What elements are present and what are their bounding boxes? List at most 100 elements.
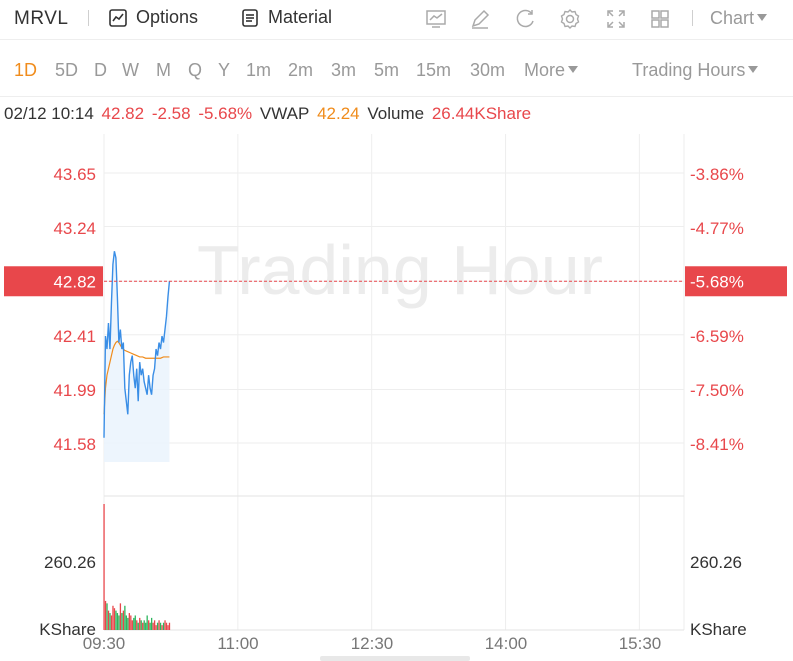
pct-tick-label: -6.59%	[690, 327, 744, 346]
volume-bar	[153, 620, 156, 630]
x-tick-label: 14:00	[485, 634, 528, 653]
tab-5D[interactable]: 5D	[55, 60, 79, 80]
quote-change: -2.58	[151, 104, 191, 123]
volume-bar	[136, 620, 138, 630]
volume-bar	[122, 610, 125, 630]
chart-type-dropdown[interactable]: Chart	[710, 8, 768, 29]
volume-bar	[146, 615, 148, 630]
chevron-down-icon	[748, 65, 759, 73]
current-price-label: 42.82	[53, 272, 96, 291]
indicator-button[interactable]	[424, 7, 448, 31]
pct-tick-label: -3.86%	[690, 165, 744, 184]
current-price-marker	[4, 266, 103, 297]
volume-bar	[127, 617, 129, 630]
volume-bar	[152, 622, 154, 630]
volume-unit-label-right: KShare	[690, 620, 747, 639]
tab-M[interactable]: M	[156, 60, 171, 80]
tab-W[interactable]: W	[122, 60, 139, 80]
volume-bar	[107, 610, 110, 630]
quote-change-pct: -5.68%	[198, 104, 253, 123]
volume-bar	[113, 608, 116, 630]
layout-icon	[651, 10, 669, 28]
volume-bar	[142, 622, 144, 630]
volume-bar	[139, 617, 141, 630]
tab-5m[interactable]: 5m	[374, 60, 400, 80]
chart-watermark: Trading Hour	[197, 231, 603, 309]
tab-15m[interactable]: 15m	[416, 60, 452, 80]
chart-type-label: Chart	[710, 8, 755, 28]
volume-bar	[119, 603, 122, 630]
pct-tick-label: -7.50%	[690, 381, 744, 400]
volume-bar	[164, 620, 166, 630]
volume-bar	[116, 613, 119, 630]
period-tabs: 1D 5D D W M Q Y 1m 2m 3m 5m 15m 30m More…	[0, 52, 793, 90]
volume-value: 26.44KShare	[431, 104, 532, 123]
current-pct-label: -5.68%	[690, 272, 744, 291]
tab-D[interactable]: D	[94, 60, 107, 80]
volume-bar	[156, 622, 159, 630]
volume-bar	[148, 620, 150, 630]
x-tick-label: 11:00	[217, 634, 258, 653]
tab-3m[interactable]: 3m	[331, 60, 357, 80]
tab-1m[interactable]: 1m	[246, 60, 272, 80]
material-button[interactable]: Material	[240, 7, 332, 28]
volume-bar	[104, 600, 107, 630]
volume-bar	[106, 603, 108, 630]
more-dropdown[interactable]: More	[524, 60, 579, 81]
y-tick-label: 43.65	[53, 165, 96, 184]
x-tick-label: 09:30	[83, 634, 126, 653]
ticker-symbol: MRVL	[14, 8, 69, 29]
volume-bar	[167, 625, 169, 630]
draw-button[interactable]	[468, 7, 492, 31]
trading-hours-label: Trading Hours	[632, 60, 746, 80]
volume-bar	[145, 622, 147, 630]
volume-bar	[137, 622, 139, 630]
y-tick-label: 41.99	[53, 381, 96, 400]
volume-bar	[118, 615, 120, 630]
options-button[interactable]: Options	[108, 7, 198, 28]
trading-hours-dropdown[interactable]: Trading Hours	[632, 60, 759, 81]
price-line	[103, 251, 171, 438]
volume-bar	[103, 504, 105, 630]
volume-bar	[155, 625, 157, 630]
volume-bar	[150, 617, 153, 630]
tab-Q[interactable]: Q	[188, 60, 203, 80]
refresh-icon	[516, 9, 534, 28]
tab-1D[interactable]: 1D	[14, 60, 38, 80]
fullscreen-button[interactable]	[604, 7, 628, 31]
volume-bar	[115, 610, 117, 630]
settings-icon	[560, 9, 580, 29]
volume-bar	[124, 605, 126, 630]
top-toolbar: MRVL Options Material	[0, 0, 793, 40]
indicator-icon	[426, 10, 446, 28]
layout-button[interactable]	[648, 7, 672, 31]
draw-icon	[471, 9, 490, 29]
volume-bar	[159, 622, 162, 630]
chart-options-icon	[109, 8, 127, 27]
volume-bar	[128, 613, 130, 630]
refresh-button[interactable]	[514, 7, 538, 31]
more-label: More	[524, 60, 566, 80]
tab-30m[interactable]: 30m	[470, 60, 506, 80]
volume-bar	[161, 625, 163, 630]
volume-bar	[140, 620, 142, 630]
divider	[692, 10, 693, 26]
volume-bar	[112, 605, 114, 630]
tab-2m[interactable]: 2m	[288, 60, 314, 80]
x-tick-label: 12:30	[351, 634, 394, 653]
horizontal-scrollbar[interactable]	[320, 656, 470, 661]
volume-bar	[149, 622, 151, 630]
volume-bar	[168, 622, 171, 630]
quote-price: 42.82	[101, 104, 145, 123]
volume-bar	[110, 615, 113, 630]
volume-bar	[158, 620, 160, 630]
chart-grid	[103, 134, 685, 631]
tab-Y[interactable]: Y	[218, 60, 231, 80]
settings-button[interactable]	[558, 7, 582, 31]
chevron-down-icon	[568, 65, 579, 73]
vwap-label: VWAP	[259, 104, 310, 123]
divider	[88, 10, 89, 26]
volume-tick-label-right: 260.26	[690, 553, 742, 572]
y-tick-label: 41.58	[53, 435, 96, 454]
